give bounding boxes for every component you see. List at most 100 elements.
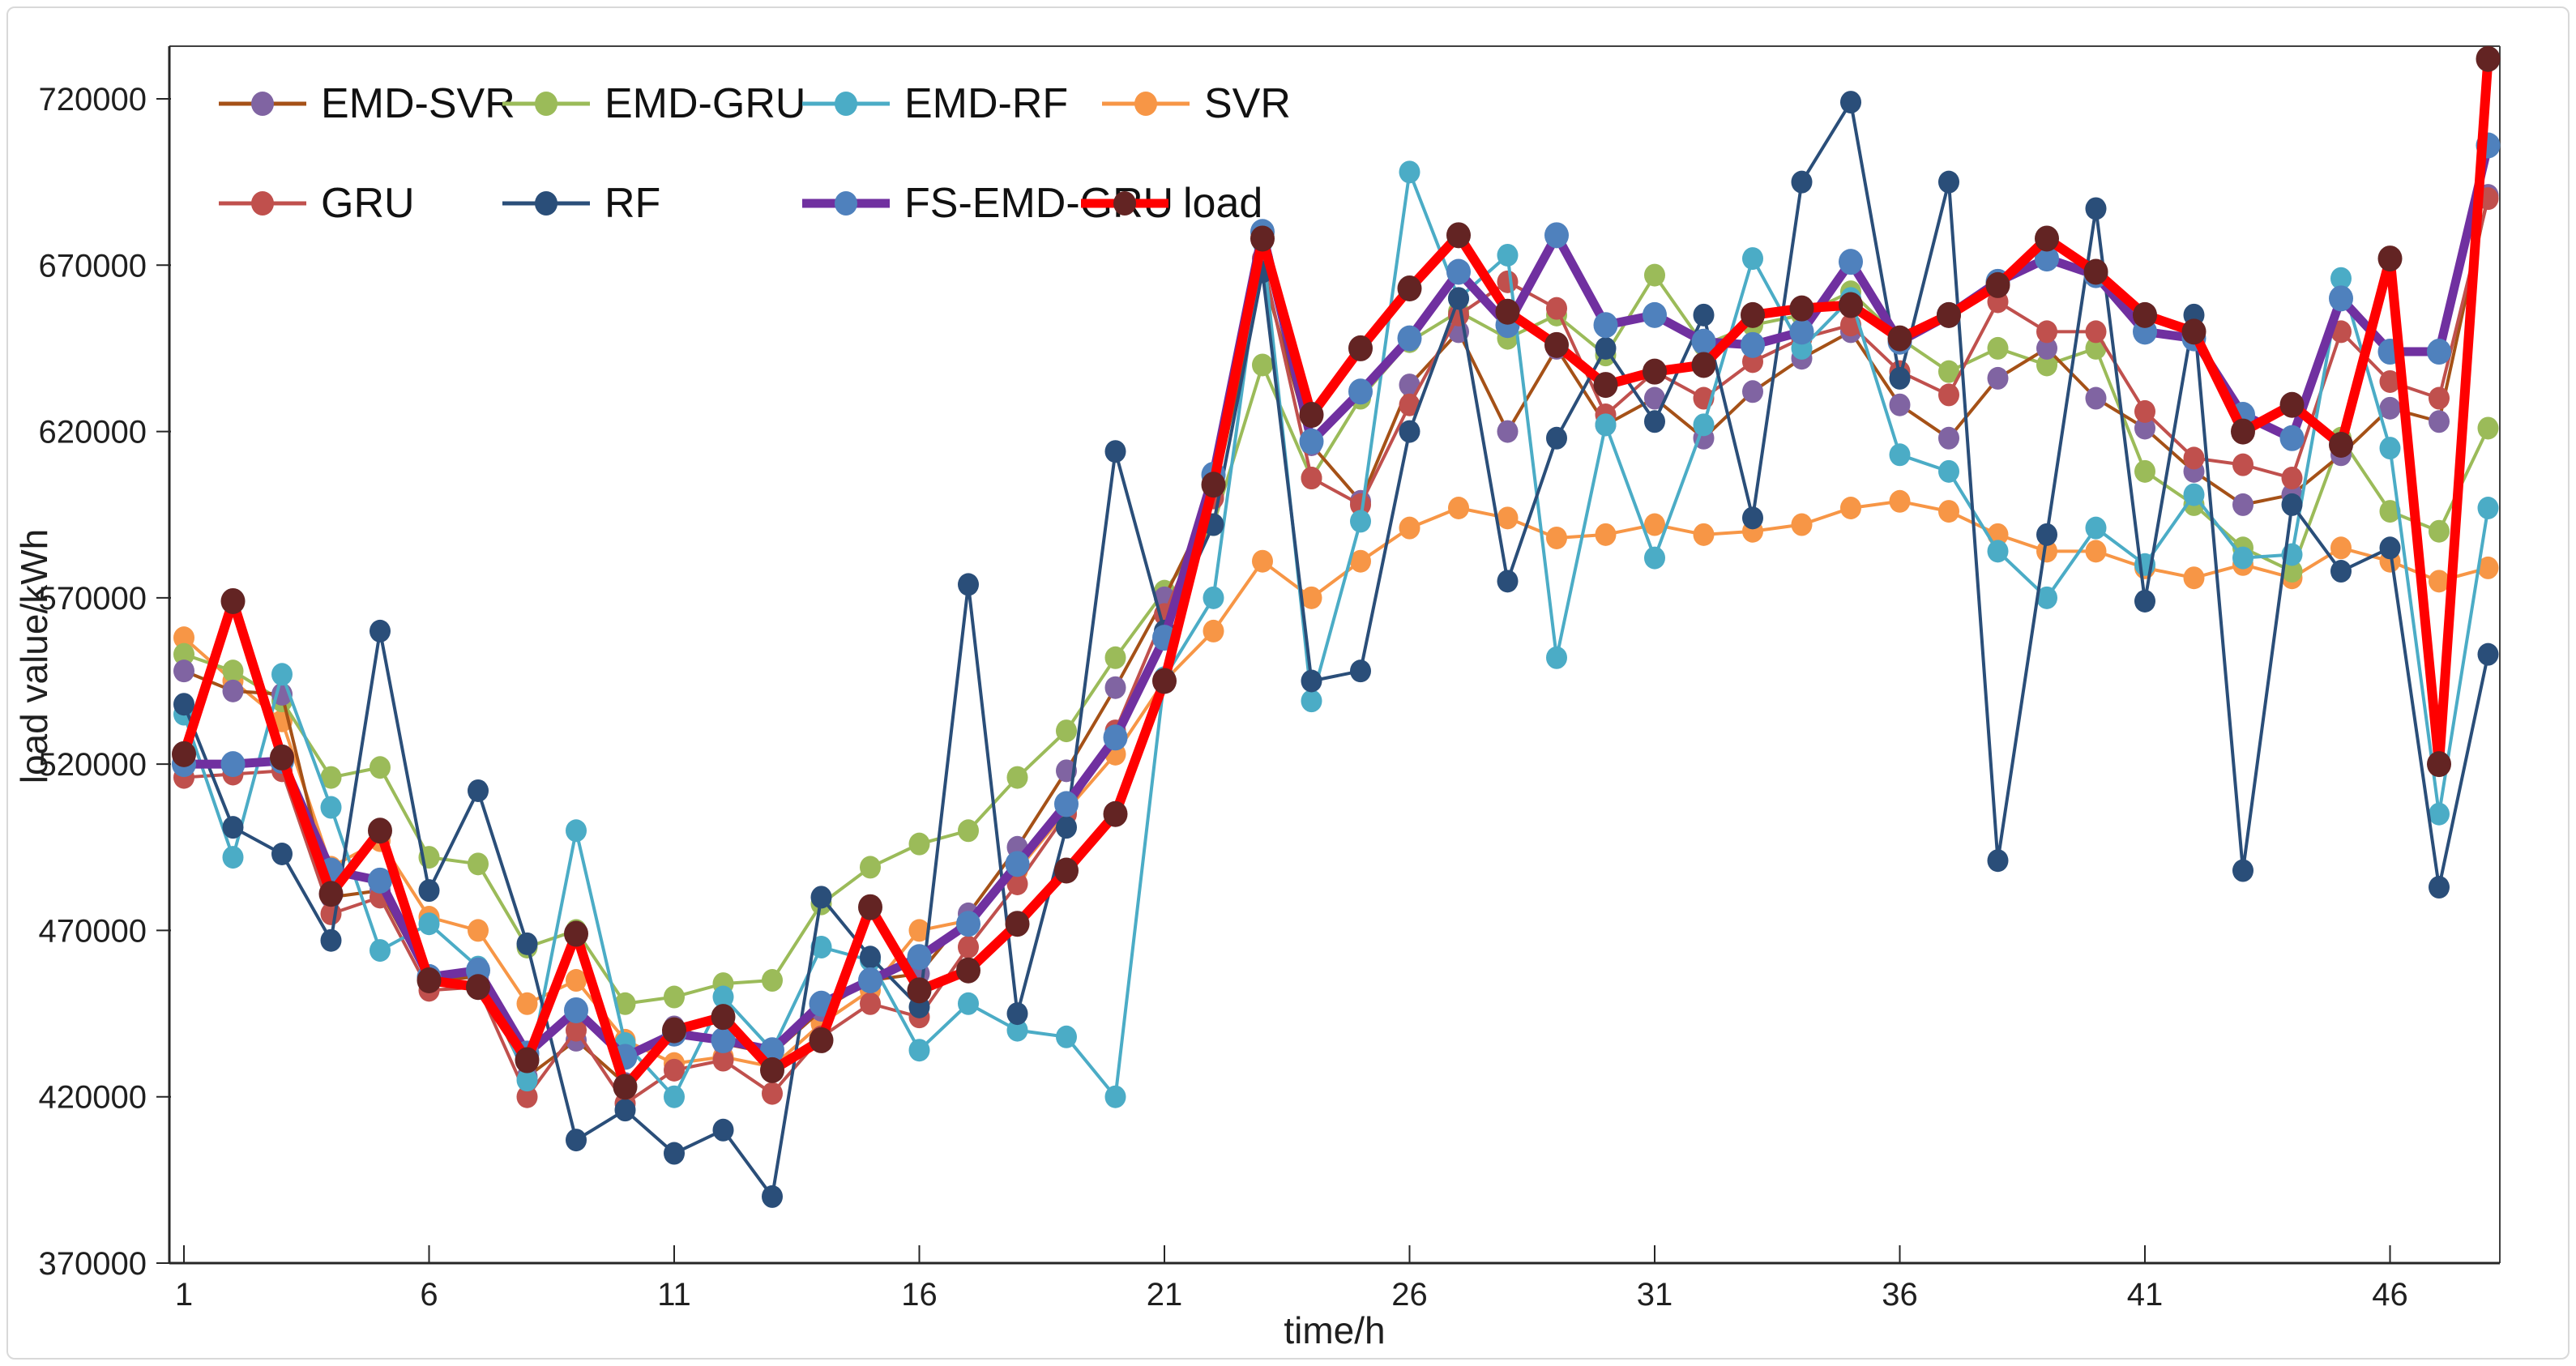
data-point-gru — [1301, 467, 1322, 490]
data-point-emd-rf — [271, 663, 293, 686]
data-point-svr — [1840, 497, 1861, 520]
data-point-fs-emd-gru — [711, 1027, 736, 1053]
data-point-rf — [1791, 170, 1813, 194]
data-point-fs-emd-gru — [1348, 378, 1373, 405]
data-point-fs-emd-gru — [1005, 851, 1030, 877]
data-point-svr — [1546, 526, 1567, 549]
data-point-load — [2427, 751, 2451, 778]
data-point-load — [2231, 418, 2255, 445]
data-point-fs-emd-gru — [220, 751, 246, 778]
data-point-rf — [1006, 1002, 1028, 1026]
data-point-fs-emd-gru — [1643, 301, 1667, 328]
data-point-rf — [2134, 589, 2155, 613]
data-point-load — [515, 1047, 540, 1074]
data-point-load — [1201, 472, 1226, 498]
y-tick-label: 570000 — [39, 581, 147, 617]
data-point-load — [1348, 335, 1373, 361]
data-point-emd-svr — [2429, 410, 2450, 433]
x-tick-label: 11 — [657, 1277, 691, 1313]
data-point-load — [1103, 800, 1128, 827]
data-point-load — [1839, 292, 1863, 318]
data-point-rf — [1644, 410, 1665, 433]
data-point-gru — [2232, 453, 2253, 476]
data-point-svr — [2477, 556, 2499, 579]
data-point-load — [1544, 331, 1569, 358]
data-point-load — [417, 967, 442, 994]
series-emd-rf — [173, 160, 2499, 1108]
data-point-emd-rf — [1350, 510, 1371, 533]
data-point-load — [564, 920, 588, 947]
data-point-emd-gru — [468, 852, 489, 876]
data-point-load — [2279, 391, 2305, 418]
data-point-gru — [958, 935, 979, 958]
x-tick-label: 16 — [901, 1277, 938, 1313]
data-point-load — [1446, 222, 1471, 249]
data-point-svr — [2085, 540, 2107, 563]
data-point-fs-emd-gru — [1691, 328, 1716, 355]
data-point-fs-emd-gru — [1054, 791, 1079, 817]
data-point-load — [1887, 325, 1912, 352]
data-point-emd-rf — [1595, 413, 1617, 437]
data-point-emd-rf — [1203, 586, 1224, 609]
data-point-gru — [2183, 446, 2205, 470]
data-point-load — [2329, 431, 2353, 458]
x-axis-title: time/h — [1284, 1309, 1385, 1351]
data-point-emd-rf — [908, 1039, 930, 1062]
data-point-gru — [664, 1058, 685, 1082]
data-point-load — [1643, 358, 1667, 385]
data-point-emd-rf — [516, 1069, 538, 1092]
x-tick-label: 31 — [1637, 1277, 1673, 1313]
data-point-emd-svr — [1889, 393, 1911, 416]
x-tick-label: 1 — [175, 1277, 193, 1313]
data-point-load — [1495, 298, 1520, 325]
data-point-rf — [1056, 816, 1077, 839]
data-point-load — [2181, 318, 2206, 345]
data-point-emd-gru — [2036, 353, 2057, 377]
data-point-emd-svr — [2232, 493, 2253, 516]
data-point-emd-svr — [1497, 420, 1519, 443]
data-point-rf — [1350, 660, 1371, 683]
x-tick-label: 36 — [1882, 1277, 1918, 1313]
data-point-fs-emd-gru — [2427, 339, 2451, 365]
y-tick-label: 420000 — [39, 1080, 147, 1116]
data-point-emd-rf — [1546, 646, 1567, 669]
data-point-emd-gru — [2281, 560, 2303, 583]
data-point-emd-gru — [173, 642, 194, 666]
data-point-fs-emd-gru — [2279, 425, 2305, 451]
data-point-rf — [2085, 197, 2107, 220]
data-point-emd-svr — [222, 679, 244, 702]
data-point-emd-svr — [173, 660, 194, 683]
data-point-load — [956, 957, 980, 984]
data-point-gru — [2134, 399, 2155, 423]
data-point-emd-rf — [1497, 243, 1519, 267]
data-point-rf — [1987, 849, 2009, 873]
data-point-emd-rf — [1399, 160, 1420, 184]
data-point-emd-rf — [418, 912, 440, 936]
data-point-gru — [2429, 386, 2450, 410]
data-point-gru — [516, 1085, 538, 1108]
data-point-gru — [860, 992, 881, 1015]
data-point-svr — [1301, 586, 1322, 609]
data-point-svr — [1595, 523, 1617, 546]
data-point-rf — [614, 1099, 636, 1122]
data-point-rf — [2379, 536, 2401, 560]
data-point-load — [1152, 668, 1177, 694]
data-point-svr — [2429, 570, 2450, 593]
data-point-gru — [712, 1048, 734, 1072]
data-point-load — [2377, 245, 2403, 272]
data-point-rf — [712, 1118, 734, 1142]
data-point-rf — [1938, 170, 1959, 194]
data-point-emd-svr — [1644, 386, 1665, 410]
data-point-rf — [271, 842, 293, 865]
data-point-emd-rf — [222, 846, 244, 869]
y-tick-label: 470000 — [39, 913, 147, 949]
data-point-rf — [1595, 336, 1617, 360]
data-point-load — [2476, 45, 2501, 72]
data-point-load — [858, 894, 882, 920]
data-point-emd-rf — [2477, 497, 2499, 520]
data-point-load — [466, 974, 490, 1001]
data-point-load — [220, 587, 246, 614]
data-point-emd-rf — [566, 819, 587, 843]
data-point-emd-gru — [1938, 360, 1959, 383]
data-point-emd-rf — [2330, 267, 2352, 290]
